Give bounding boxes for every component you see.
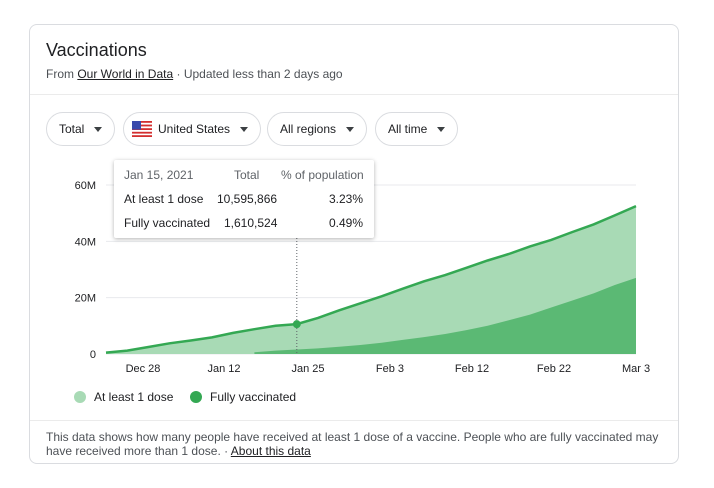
area-at-least-one-dose: [106, 206, 636, 354]
tooltip-row-label: Fully vaccinated: [124, 216, 211, 230]
hover-indicator-dot: [292, 320, 301, 329]
legend-swatch-dark: [190, 391, 202, 403]
vaccination-chart[interactable]: 0 20M 40M 60M Dec 28 Jan 12 Jan 25 Feb 3 Feb 12…: [30, 25, 678, 385]
country-dropdown-label: United States: [158, 122, 231, 136]
subtitle-prefix: From: [46, 67, 78, 81]
card-subtitle: From Our World in Data · Updated less th…: [46, 67, 343, 81]
legend-label: At least 1 dose: [94, 390, 174, 404]
x-axis-ticks: Dec 28 Jan 12 Jan 25 Feb 3 Feb 12 Feb 22 Mar 3: [126, 363, 650, 375]
time-dropdown-label: All time: [388, 122, 428, 136]
tooltip-date: Jan 15, 2021: [124, 168, 194, 182]
legend-item-at-least-one[interactable]: At least 1 dose: [74, 390, 173, 404]
y-tick-label: 20M: [75, 293, 96, 305]
footer-note: This data shows how many people have rec…: [46, 430, 666, 458]
y-tick-label: 0: [90, 349, 96, 361]
vaccinations-card: Vaccinations From Our World in Data · Up…: [29, 24, 679, 464]
y-tick-label: 60M: [75, 180, 96, 192]
legend-item-fully[interactable]: Fully vaccinated: [190, 390, 296, 404]
time-dropdown[interactable]: All time: [375, 112, 459, 146]
x-tick-label: Mar 3: [622, 363, 650, 375]
header-divider: [30, 94, 678, 95]
total-dropdown[interactable]: Total: [46, 112, 116, 146]
y-tick-label: 40M: [75, 236, 96, 248]
about-data-link[interactable]: About this data: [230, 444, 311, 458]
tooltip-row-total: 1,610,524: [224, 216, 278, 230]
line-at-least-one-dose: [105, 204, 637, 354]
x-tick-label: Jan 25: [291, 363, 324, 375]
country-dropdown[interactable]: United States: [123, 112, 262, 146]
total-dropdown-label: Total: [59, 122, 85, 136]
footer-divider: [30, 420, 678, 421]
tooltip-row-pct: 0.49%: [329, 216, 364, 230]
area-fully-vaccinated: [254, 277, 636, 354]
tooltip-row-total: 10,595,866: [217, 192, 278, 206]
legend-swatch-light: [74, 391, 86, 403]
footer-sep: ·: [220, 444, 231, 458]
x-tick-label: Jan 12: [207, 363, 240, 375]
tooltip-col-pct: % of population: [281, 168, 364, 182]
chevron-down-icon: [437, 126, 446, 132]
card-title: Vaccinations: [46, 40, 147, 60]
x-tick-label: Feb 12: [455, 363, 489, 375]
chart-tooltip: Jan 15, 2021 Total % of population At le…: [114, 160, 374, 238]
chevron-down-icon: [346, 126, 355, 132]
footer-text: This data shows how many people have rec…: [46, 430, 659, 458]
regions-dropdown[interactable]: All regions: [267, 112, 368, 146]
subtitle-suffix: · Updated less than 2 days ago: [173, 67, 343, 81]
tooltip-row-pct: 3.23%: [329, 192, 364, 206]
tooltip-col-total: Total: [234, 168, 260, 182]
source-link[interactable]: Our World in Data: [77, 67, 174, 81]
us-flag-icon: [132, 121, 152, 137]
chevron-down-icon: [94, 126, 103, 132]
tooltip-row-label: At least 1 dose: [124, 192, 204, 206]
y-axis-ticks: 0 20M 40M 60M: [75, 180, 96, 361]
legend-label: Fully vaccinated: [210, 390, 297, 404]
chevron-down-icon: [240, 126, 249, 132]
x-tick-label: Feb 3: [376, 363, 404, 375]
x-tick-label: Dec 28: [126, 363, 161, 375]
x-tick-label: Feb 22: [537, 363, 571, 375]
regions-dropdown-label: All regions: [280, 122, 337, 136]
